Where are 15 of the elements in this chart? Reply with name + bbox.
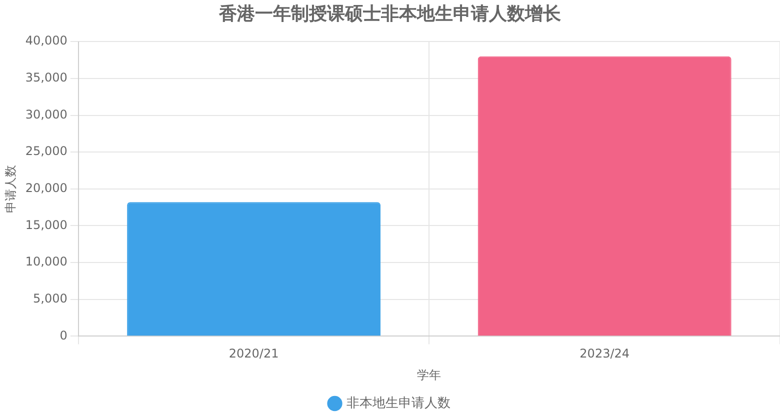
y-tick-label: 10,000 — [25, 254, 68, 269]
y-tick-label: 40,000 — [25, 34, 68, 48]
chart-title: 香港一年制授课硕士非本地生申请人数增长 — [218, 3, 562, 24]
y-tick-label: 5,000 — [33, 292, 68, 306]
y-tick-label: 20,000 — [25, 181, 68, 196]
x-tick-label: 2020/21 — [228, 346, 279, 361]
legend-label: 非本地生申请人数 — [346, 396, 450, 411]
y-tick-label: 15,000 — [25, 218, 68, 232]
y-tick-label: 35,000 — [25, 70, 68, 85]
y-tick-label: 0 — [60, 328, 68, 342]
y-tick-label: 25,000 — [25, 144, 68, 158]
x-axis-title: 学年 — [417, 368, 442, 382]
y-axis-title: 申请人数 — [3, 164, 18, 213]
y-tick-label: 30,000 — [25, 107, 68, 122]
x-tick-label: 2023/24 — [580, 346, 630, 361]
